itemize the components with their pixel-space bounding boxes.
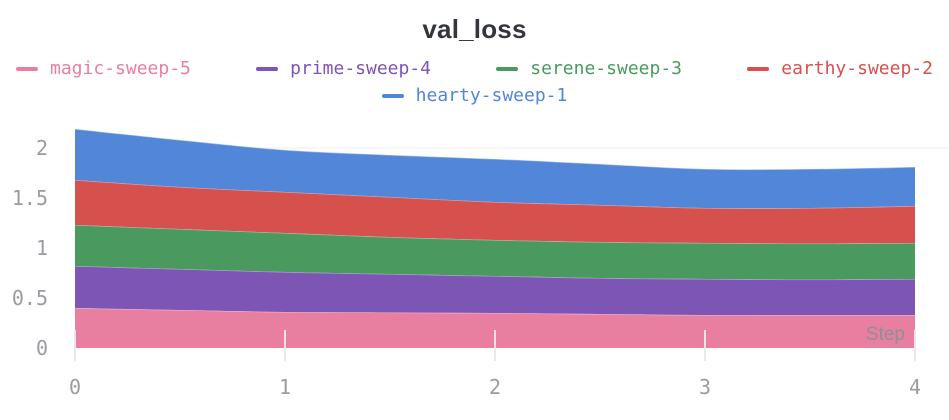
- legend-item-hearty-sweep-1[interactable]: hearty-sweep-1: [381, 85, 568, 107]
- legend-row-2: hearty-sweep-1: [0, 85, 949, 107]
- legend-label: hearty-sweep-1: [415, 85, 568, 106]
- legend-line-icon: [381, 94, 404, 98]
- legend-item-magic-sweep-5[interactable]: magic-sweep-5: [16, 58, 191, 80]
- chart-title: val_loss: [422, 14, 527, 44]
- y-tick-label-1.5: 1.5: [12, 186, 48, 210]
- area-serene-sweep-3[interactable]: [75, 225, 915, 280]
- x-tick-label-1: 1: [279, 375, 291, 399]
- legend-label: serene-sweep-3: [530, 58, 682, 79]
- x-axis-title: Step: [866, 324, 905, 345]
- y-tick-label-0.5: 0.5: [12, 286, 48, 310]
- area-earthy-sweep-2[interactable]: [75, 180, 915, 244]
- x-tick-label-3: 3: [699, 375, 711, 399]
- legend-line-icon: [256, 67, 279, 71]
- area-prime-sweep-4[interactable]: [75, 266, 915, 316]
- legend-row-1: magic-sweep-5 prime-sweep-4 serene-sweep-3…: [0, 58, 949, 80]
- area-hearty-sweep-1[interactable]: [75, 129, 915, 209]
- legend-line-icon: [16, 67, 38, 71]
- legend-item-earthy-sweep-2[interactable]: earthy-sweep-2: [747, 58, 933, 80]
- legend-item-serene-sweep-3[interactable]: serene-sweep-3: [496, 58, 682, 80]
- x-tick-label-4: 4: [909, 375, 921, 399]
- legend-label: earthy-sweep-2: [781, 58, 933, 79]
- x-tick-label-0: 0: [69, 375, 81, 399]
- y-tick-label-2: 2: [36, 136, 48, 160]
- area-top-edge-hearty-sweep-1: [74, 128, 916, 171]
- x-tick-label-2: 2: [489, 375, 501, 399]
- legend-label: magic-sweep-5: [50, 58, 191, 79]
- legend-line-icon: [747, 67, 770, 71]
- legend-item-prime-sweep-4[interactable]: prime-sweep-4: [256, 58, 431, 80]
- y-tick-label-0: 0: [36, 336, 48, 360]
- legend-line-icon: [496, 67, 519, 71]
- y-tick-label-1: 1: [36, 236, 48, 260]
- legend-label: prime-sweep-4: [290, 58, 432, 79]
